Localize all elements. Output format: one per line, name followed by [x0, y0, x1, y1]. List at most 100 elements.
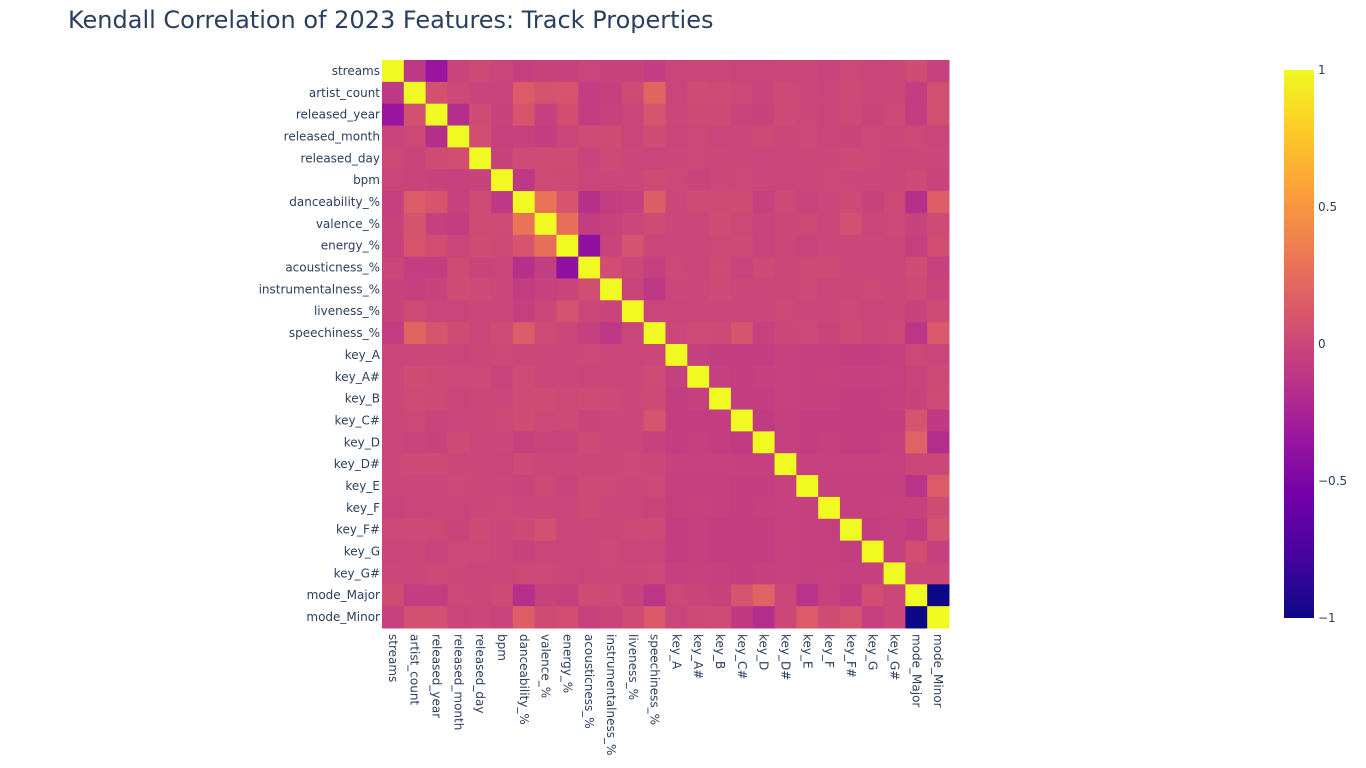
heatmap-cell — [687, 365, 710, 389]
heatmap-cell — [665, 453, 688, 476]
y-tick-label: key_D — [344, 435, 380, 449]
heatmap-cell — [643, 212, 666, 236]
heatmap-cell — [665, 409, 688, 432]
heatmap-cell — [861, 409, 885, 432]
heatmap-cell — [469, 300, 492, 323]
heatmap-cell — [927, 584, 950, 607]
heatmap-cell — [883, 234, 906, 258]
y-tick-label: key_F# — [336, 523, 380, 537]
x-tick-label: key_C# — [735, 634, 749, 679]
colorbar-scale — [1284, 70, 1314, 618]
heatmap-cell — [709, 518, 732, 542]
heatmap-cell — [512, 169, 536, 192]
heatmap-cell — [818, 278, 841, 301]
heatmap-cell — [883, 212, 906, 236]
heatmap-cell — [796, 540, 819, 563]
heatmap-cell — [861, 322, 885, 345]
heatmap-cell — [621, 409, 645, 432]
heatmap-cell — [425, 475, 448, 498]
heatmap-cell — [556, 365, 579, 389]
heatmap-cell — [665, 365, 688, 389]
heatmap-cell — [709, 125, 732, 148]
heatmap-cell — [491, 518, 514, 542]
heatmap-cell — [927, 191, 950, 214]
y-tick-label: instrumentalness_% — [259, 282, 380, 296]
heatmap-cell — [425, 234, 448, 258]
heatmap-cell — [600, 278, 623, 301]
heatmap-cell — [447, 169, 470, 192]
heatmap-cell — [469, 409, 492, 432]
heatmap-cell — [556, 606, 579, 629]
heatmap-cell — [839, 191, 863, 214]
y-tick-label: key_C# — [335, 413, 380, 427]
heatmap-cell — [491, 322, 514, 345]
y-tick-label: key_G — [344, 545, 380, 559]
heatmap-cell — [556, 103, 579, 127]
heatmap-cell — [512, 344, 536, 367]
heatmap-cell — [556, 147, 579, 170]
heatmap-cell — [403, 344, 427, 367]
heatmap-cell — [665, 518, 688, 542]
x-tick-label: artist_count — [408, 634, 422, 705]
heatmap-cell — [578, 191, 601, 214]
heatmap-cell — [425, 60, 448, 83]
heatmap-cell — [883, 475, 906, 498]
heatmap-cell — [905, 387, 928, 411]
heatmap-cell — [709, 387, 732, 411]
heatmap-cell — [512, 147, 536, 170]
heatmap-cell — [643, 518, 666, 542]
heatmap-cell — [709, 147, 732, 170]
heatmap-cell — [818, 365, 841, 389]
y-tick-label: key_A# — [335, 370, 380, 384]
heatmap-cell — [534, 191, 557, 214]
heatmap-cell — [709, 365, 732, 389]
heatmap-cell — [818, 540, 841, 563]
heatmap-cell — [447, 256, 470, 279]
heatmap-cell — [905, 431, 928, 454]
heatmap-cell — [774, 344, 797, 367]
heatmap-cell — [621, 169, 645, 192]
chart-title: Kendall Correlation of 2023 Features: Tr… — [68, 6, 714, 34]
heatmap-cell — [730, 453, 754, 476]
heatmap-cell — [687, 496, 710, 520]
heatmap-cell — [425, 344, 448, 367]
heatmap-cell — [687, 103, 710, 127]
heatmap-cell — [665, 60, 688, 83]
heatmap-cell — [730, 344, 754, 367]
heatmap-cell — [730, 606, 754, 629]
heatmap-cell — [578, 81, 601, 105]
heatmap-cell — [839, 212, 863, 236]
heatmap-cell — [425, 518, 448, 542]
heatmap-cell — [774, 60, 797, 83]
heatmap-cell — [578, 125, 601, 148]
heatmap-cell — [752, 256, 776, 279]
heatmap-cell — [752, 344, 776, 367]
heatmap-cell — [818, 344, 841, 367]
heatmap-cell — [774, 431, 797, 454]
heatmap-cell — [382, 125, 405, 148]
heatmap-cell — [730, 365, 754, 389]
heatmap-cell — [752, 562, 776, 585]
heatmap-cell — [491, 453, 514, 476]
heatmap-cell — [927, 125, 950, 148]
heatmap-cell — [578, 387, 601, 411]
heatmap-cell — [447, 300, 470, 323]
heatmap-cell — [600, 431, 623, 454]
heatmap-cell — [534, 256, 557, 279]
heatmap-cell — [752, 475, 776, 498]
heatmap-cell — [839, 409, 863, 432]
heatmap-cell — [403, 540, 427, 563]
y-tick-label: streams — [332, 64, 380, 78]
heatmap-cell — [512, 60, 536, 83]
heatmap-cell — [927, 60, 950, 83]
heatmap-cell — [621, 234, 645, 258]
x-tick-label: key_G — [866, 634, 880, 670]
heatmap-cell — [818, 81, 841, 105]
heatmap-cell — [403, 365, 427, 389]
heatmap-cell — [534, 562, 557, 585]
heatmap-cell — [643, 278, 666, 301]
heatmap-cell — [534, 212, 557, 236]
heatmap-cell — [839, 387, 863, 411]
y-tick-label: speechiness_% — [289, 326, 380, 340]
